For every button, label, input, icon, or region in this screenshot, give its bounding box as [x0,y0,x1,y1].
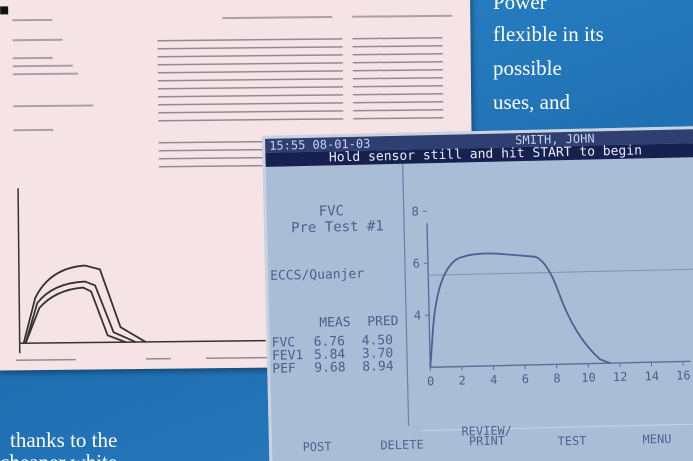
x-tick-label: 4 [490,373,498,387]
caption-line: uses, and [493,90,570,114]
graph: 4 6 8 0 2 4 6 8 10 12 14 16 [402,163,693,431]
caption-line: flexible in its [493,22,604,46]
caption-line: possible [493,56,562,80]
y-tick-label: 6 [413,256,421,270]
printout-graphics [0,6,453,362]
printout [0,0,474,371]
caption-line: thanks to the [10,428,118,452]
caption-line: cheaper white [0,452,117,461]
softkey-button[interactable]: DELETE [380,437,424,453]
softkey-button[interactable]: TEST [557,433,587,449]
x-tick-label: 12 [613,370,628,384]
y-tick-label: 8 [411,204,419,218]
x-tick-label: 10 [581,370,596,384]
x-tick-label: 16 [676,368,691,382]
softkey-button[interactable]: REVIEW/ PRINT [461,423,513,449]
device-screen: 15:55 08-01-03 SMITH, JOHN Hold sensor s… [262,125,693,461]
y-tick-label: 4 [414,308,422,322]
softkey-button[interactable]: POST [302,439,332,455]
softkey-button[interactable]: MENU [642,431,672,447]
x-tick-label: 6 [522,372,530,386]
caption-line: Power [493,0,547,14]
x-tick-label: 0 [427,374,435,388]
x-tick-label: 2 [458,373,466,387]
x-tick-label: 8 [553,371,561,385]
x-tick-label: 14 [644,369,659,383]
